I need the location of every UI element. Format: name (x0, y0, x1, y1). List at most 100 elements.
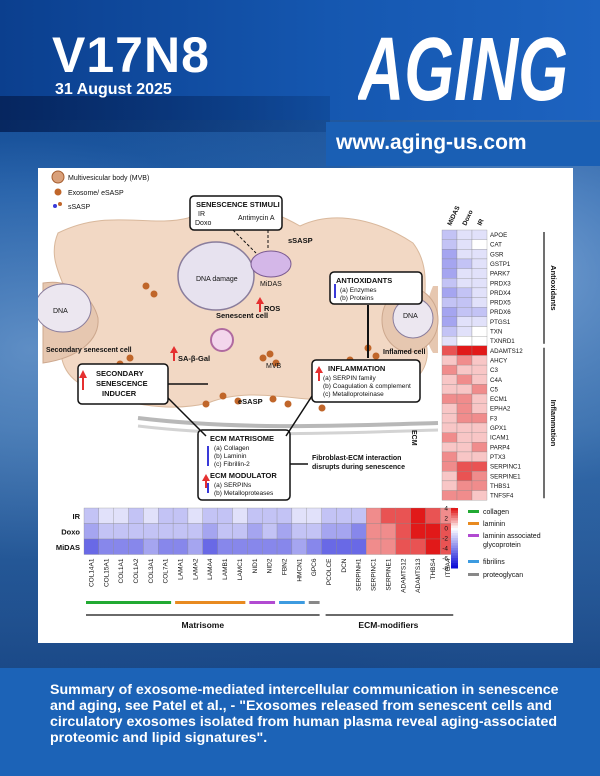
heatmap-bottom-col-label: DCN (341, 558, 348, 572)
heatmap-bottom-cell (380, 507, 397, 524)
heatmap-right-cell (471, 364, 488, 375)
journal-logo[interactable]: AGING (358, 18, 578, 114)
heatmap-right-cell (441, 287, 458, 298)
heatmap-bottom-cell (262, 538, 278, 555)
inflammation-a: (a) SERPIN family (323, 375, 376, 382)
heatmap-bottom-category-bar (249, 601, 276, 604)
heatmap-right-row-label: TNFSF4 (490, 493, 514, 500)
heatmap-right-group-label: Inflammation (549, 400, 558, 447)
heatmap-bottom-cell (187, 523, 203, 540)
mvb-label: MVB (266, 363, 282, 370)
heatmap-right-cell (456, 335, 473, 346)
heatmap-right-row-label: SERPINE1 (490, 473, 521, 480)
scale-bar-segment (451, 535, 458, 539)
inducer-line2: SENESCENCE (96, 379, 148, 388)
heatmap-right-cell (441, 413, 458, 424)
heatmap-right-cell (456, 451, 473, 462)
heatmap-bottom-col-label: COL3A1 (148, 558, 155, 583)
heatmap-right-cell (471, 307, 488, 317)
heatmap-right-cell (456, 316, 473, 327)
heatmap-bottom-cell (425, 538, 441, 555)
heatmap-bottom-cell (83, 523, 100, 540)
matrisome-a: (a) Collagen (214, 445, 250, 452)
heatmap-right-cell (441, 432, 458, 443)
scale-bar-segment (451, 508, 458, 511)
heatmap-bottom-cell (172, 538, 189, 555)
heatmap-right-row-label: PRDX6 (490, 309, 511, 316)
heatmap-right-cell (441, 471, 458, 482)
heatmap-right-cell (456, 384, 473, 395)
heatmap-bottom-cell (262, 523, 278, 540)
heatmap-bottom-cell (336, 507, 352, 524)
scale-tick-label: -8 (442, 566, 448, 573)
heatmap-right-cell (456, 239, 473, 250)
heatmap-bottom-cell (202, 507, 218, 524)
heatmap-right-cell (456, 480, 473, 491)
heatmap-right-row-label: ICAM1 (490, 435, 509, 442)
sa-gal-label: SA-β-Gal (178, 354, 210, 363)
caption-band (0, 668, 600, 776)
heatmap-bottom-cell (351, 538, 367, 555)
heatmap-right-row-label: C4A (490, 377, 503, 384)
heatmap-bottom-cell (395, 523, 411, 540)
heatmap-right-cell (471, 297, 488, 308)
heatmap-right-cell (456, 355, 473, 366)
modulator-a: (a) SERPINs (214, 482, 252, 489)
inducer-line1: SECONDARY (96, 369, 144, 378)
heatmap-right-cell (441, 364, 458, 375)
logo-text: AGING (358, 20, 568, 114)
heatmap-right-cell (471, 258, 488, 269)
heatmap-right-cell (456, 432, 473, 443)
heatmap-right-cell (471, 316, 488, 327)
heatmap-right-cell (456, 471, 473, 482)
heatmap-bottom-cell (83, 538, 100, 555)
heatmap-bottom-col-label: ADAMTS12 (400, 558, 407, 593)
heatmap-right-cell (456, 393, 473, 404)
heatmap-bottom-cell (291, 523, 307, 540)
heatmap-right-row-label: PARP4 (490, 444, 510, 451)
heatmap-right-row-label: ADAMTS12 (490, 348, 523, 355)
heatmap-bottom-row-label: IR (73, 512, 81, 521)
heatmap-right-cell (456, 307, 473, 317)
heatmap-bottom-cell (365, 523, 382, 540)
heatmap-right-cell (471, 229, 488, 240)
heatmap-bottom-cell (425, 523, 441, 540)
scale-tick-label: -2 (442, 536, 448, 543)
heatmap-right-cell (456, 413, 473, 424)
url-band (326, 122, 600, 166)
heatmap-bottom: IR Doxo MiDAS COL14A1 COL15A1 COL1A1 COL1A2 COL… (56, 506, 541, 631)
heatmap-right: MiDAS Doxo IR APOE CAT GSR GSTP1 PARK7 PRDX3 PRDX… (441, 204, 558, 501)
heatmap-right-cell (441, 480, 458, 491)
heatmap-right-cell (441, 355, 458, 366)
heatmap-bottom-cell (425, 507, 441, 524)
heatmap-bottom-col-label: COL7A1 (163, 558, 170, 583)
heatmap-bottom-cell (187, 507, 203, 524)
heatmap-bottom-col-label: NID2 (267, 558, 274, 573)
scale-bar-segment (451, 540, 458, 544)
heatmap-bottom-col-label: LAMC1 (237, 558, 244, 580)
heatmap-bottom-cell (143, 523, 159, 540)
inducer-line3: INDUCER (102, 389, 137, 398)
antioxidants-b: (b) Proteins (340, 295, 374, 302)
category-legend-label: laminin associated glycoprotein (483, 533, 541, 549)
heatmap-right-row-label: PTX3 (490, 454, 506, 461)
heatmap-right-cell (471, 432, 488, 443)
heatmap-right-cell (456, 249, 473, 260)
journal-url[interactable]: www.aging-us.com (336, 131, 527, 154)
fibroblast-line2: disrupts during senescence (312, 464, 405, 471)
heatmap-right-col-label: IR (476, 218, 485, 227)
heatmap-bottom-cell (187, 538, 203, 555)
heatmap-right-row-label: EPHA2 (490, 406, 511, 413)
inflammation-title: INFLAMMATION (328, 364, 385, 373)
heatmap-bottom-col-label: COL1A1 (118, 558, 125, 583)
heatmap-right-cell (441, 316, 458, 327)
scale-tick-label: 2 (444, 516, 448, 523)
heatmap-right-cell (456, 345, 473, 356)
heatmap-bottom-group-label: Matrisome (182, 620, 225, 630)
heatmap-bottom-col-label: FBN2 (281, 558, 288, 575)
scale-bar-segment (451, 555, 458, 559)
heatmap-right-cell (456, 258, 473, 269)
heatmap-bottom-cell (217, 538, 233, 555)
heatmap-bottom-category-bar (308, 601, 320, 604)
heatmap-bottom-col-label: PCOLCE (326, 558, 333, 585)
